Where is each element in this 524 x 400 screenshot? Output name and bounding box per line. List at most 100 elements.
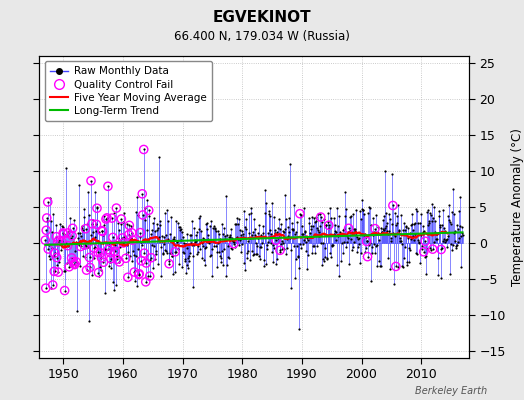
- Point: [113, 256, 121, 262]
- Text: Berkeley Earth: Berkeley Earth: [415, 386, 487, 396]
- Point: [353, 249, 361, 255]
- Point: [304, 220, 313, 226]
- Point: [323, 256, 332, 262]
- Point: [224, 242, 232, 249]
- Point: [58, 238, 66, 244]
- Point: [272, 229, 281, 235]
- Point: [324, 222, 333, 228]
- Point: [385, 211, 394, 217]
- Point: [151, 251, 160, 257]
- Point: [116, 238, 124, 244]
- Point: [243, 250, 251, 256]
- Point: [285, 215, 293, 221]
- Point: [156, 217, 165, 224]
- Point: [330, 231, 338, 238]
- Point: [291, 275, 299, 281]
- Point: [289, 226, 297, 232]
- Point: [370, 241, 379, 247]
- Point: [177, 225, 185, 232]
- Point: [394, 201, 402, 208]
- Point: [216, 235, 224, 242]
- Point: [286, 235, 294, 241]
- Point: [382, 222, 390, 229]
- Point: [111, 248, 119, 254]
- Point: [440, 225, 448, 232]
- Point: [433, 255, 442, 262]
- Point: [353, 234, 361, 240]
- Point: [208, 246, 216, 253]
- Point: [416, 219, 424, 226]
- Point: [78, 222, 86, 229]
- Point: [354, 244, 362, 250]
- Point: [79, 206, 88, 212]
- Point: [226, 245, 235, 252]
- Point: [296, 241, 304, 247]
- Point: [126, 235, 134, 241]
- Point: [384, 254, 392, 261]
- Point: [403, 262, 411, 268]
- Point: [174, 224, 183, 230]
- Point: [438, 221, 446, 228]
- Point: [362, 238, 370, 245]
- Point: [279, 228, 287, 234]
- Point: [121, 233, 129, 239]
- Point: [330, 214, 339, 221]
- Point: [90, 245, 98, 251]
- Point: [219, 230, 227, 237]
- Point: [362, 234, 370, 240]
- Point: [98, 227, 106, 234]
- Point: [371, 226, 379, 232]
- Point: [60, 231, 68, 237]
- Point: [190, 225, 199, 231]
- Point: [166, 231, 174, 237]
- Point: [358, 205, 366, 212]
- Point: [265, 213, 274, 219]
- Point: [170, 268, 179, 275]
- Point: [99, 259, 107, 266]
- Point: [130, 269, 138, 275]
- Point: [314, 232, 323, 239]
- Point: [294, 326, 303, 332]
- Point: [69, 217, 78, 224]
- Point: [158, 250, 167, 256]
- Point: [439, 238, 447, 244]
- Point: [151, 228, 159, 235]
- Point: [277, 221, 285, 228]
- Point: [171, 249, 180, 255]
- Point: [452, 243, 460, 250]
- Point: [97, 255, 106, 261]
- Point: [248, 247, 256, 254]
- Point: [328, 243, 336, 249]
- Point: [65, 264, 73, 270]
- Point: [161, 231, 170, 238]
- Point: [60, 287, 69, 294]
- Point: [52, 254, 61, 261]
- Point: [290, 202, 299, 208]
- Point: [170, 234, 178, 240]
- Point: [422, 246, 431, 252]
- Point: [443, 236, 451, 242]
- Point: [69, 225, 77, 232]
- Point: [213, 248, 222, 255]
- Point: [450, 228, 458, 234]
- Point: [204, 232, 213, 238]
- Legend: Raw Monthly Data, Quality Control Fail, Five Year Moving Average, Long-Term Tren: Raw Monthly Data, Quality Control Fail, …: [45, 61, 212, 121]
- Point: [141, 279, 150, 285]
- Point: [166, 250, 174, 257]
- Point: [435, 224, 444, 230]
- Point: [353, 236, 362, 242]
- Point: [231, 244, 239, 250]
- Point: [172, 218, 180, 224]
- Point: [387, 238, 396, 244]
- Point: [127, 223, 135, 229]
- Point: [237, 228, 246, 235]
- Point: [70, 261, 79, 268]
- Point: [434, 208, 443, 214]
- Point: [430, 204, 439, 210]
- Point: [421, 238, 429, 244]
- Point: [140, 205, 149, 211]
- Point: [134, 212, 143, 218]
- Point: [293, 219, 301, 225]
- Point: [272, 237, 280, 244]
- Point: [241, 267, 249, 273]
